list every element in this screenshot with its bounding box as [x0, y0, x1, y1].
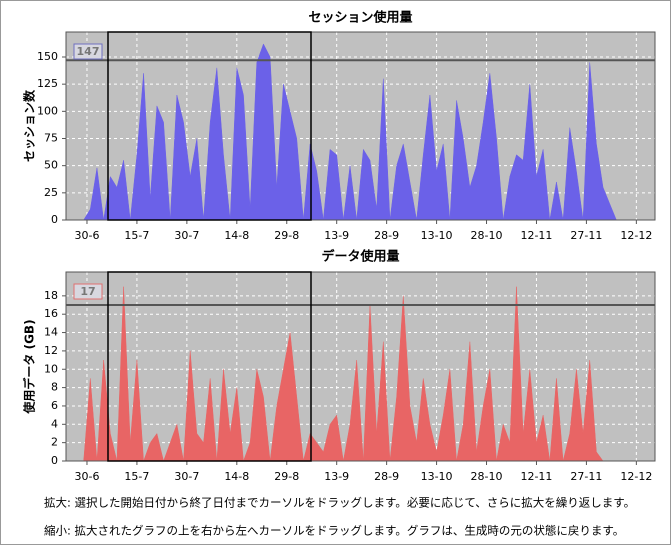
y-tick-label: 8 [51, 381, 58, 394]
x-tick-label: 15-7 [124, 229, 149, 242]
y-axis-label: セッション数 [22, 89, 37, 162]
x-tick-label: 28-9 [374, 470, 399, 483]
unzoom-note: 縮小: 拡大されたグラフの上を右から左へカーソルをドラッグします。グラフは、生成… [44, 524, 624, 538]
x-tick-label: 14-8 [224, 470, 249, 483]
y-tick-label: 10 [44, 362, 58, 375]
reference-label-box [73, 283, 103, 300]
x-tick-label: 12-12 [620, 470, 652, 483]
x-tick-label: 13-10 [421, 470, 453, 483]
y-tick-label: 4 [51, 417, 58, 430]
x-tick-label: 30-7 [174, 229, 199, 242]
y-tick-label: 18 [44, 289, 58, 302]
x-tick-label: 12-12 [620, 229, 652, 242]
reference-label: 147 [77, 45, 100, 58]
y-tick-label: 150 [37, 50, 58, 63]
y-tick-label: 75 [44, 131, 58, 144]
y-tick-label: 25 [44, 186, 58, 199]
x-tick-label: 28-10 [471, 229, 503, 242]
plot-border [65, 271, 656, 462]
x-tick-label: 29-8 [274, 470, 299, 483]
y-tick-label: 0 [51, 213, 58, 226]
area [76, 43, 617, 221]
x-tick-label: 27-11 [570, 229, 602, 242]
x-tick-label: 12-11 [520, 229, 552, 242]
x-tick-label: 13-10 [421, 229, 453, 242]
y-tick-label: 125 [37, 77, 58, 90]
x-tick-label: 30-6 [74, 470, 99, 483]
reference-label: 17 [80, 285, 95, 298]
x-tick-label: 13-9 [324, 229, 349, 242]
y-tick-label: 14 [44, 326, 58, 339]
x-tick-label: 28-9 [374, 229, 399, 242]
x-tick-label: 14-8 [224, 229, 249, 242]
y-tick-label: 12 [44, 344, 58, 357]
x-tick-label: 27-11 [570, 470, 602, 483]
selection-box [107, 271, 312, 462]
zoom-note: 拡大: 選択した開始日付から終了日付までカーソルをドラッグします。必要に応じて、… [44, 496, 635, 510]
y-tick-label: 16 [44, 307, 58, 320]
chart-title: セッション使用量 [308, 10, 412, 26]
x-tick-label: 15-7 [124, 470, 149, 483]
y-tick-label: 100 [37, 104, 58, 117]
x-tick-label: 29-8 [274, 229, 299, 242]
y-axis-label: 使用データ (GB) [22, 319, 37, 414]
x-tick-label: 30-6 [74, 229, 99, 242]
x-tick-label: 12-11 [520, 470, 552, 483]
plot-border [65, 31, 656, 221]
y-tick-label: 0 [51, 454, 58, 467]
x-tick-label: 28-10 [471, 470, 503, 483]
chart-title: データ使用量 [321, 249, 399, 265]
y-tick-label: 2 [51, 436, 58, 449]
reference-label-box [73, 43, 103, 60]
x-tick-label: 13-9 [324, 470, 349, 483]
y-tick-label: 6 [51, 399, 58, 412]
x-tick-label: 30-7 [174, 470, 199, 483]
y-tick-label: 50 [44, 159, 58, 172]
selection-box [107, 31, 312, 221]
